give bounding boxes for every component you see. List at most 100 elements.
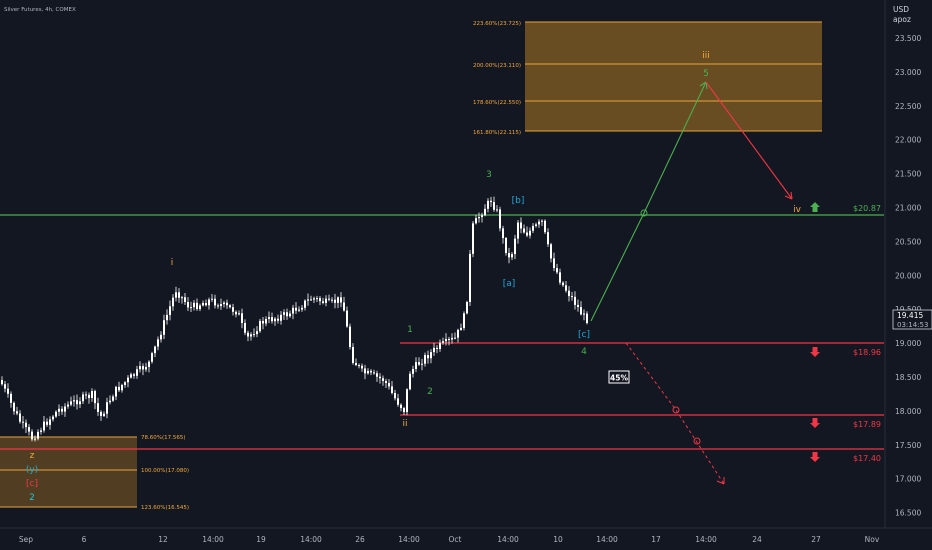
candle-body (412, 368, 414, 374)
arrow-up-icon (810, 202, 820, 212)
price-axis[interactable]: USD apoz 23.50023.00022.50022.00021.5002… (884, 0, 932, 528)
bullish-projection-path (590, 81, 707, 322)
candle-body (382, 378, 384, 382)
candle-body (364, 368, 366, 374)
wave-label-2-cyan: 2 (29, 493, 35, 503)
time-tick-labels: Sep 6 12 14:00 19 14:00 26 14:00 Oct 14:00 10 14:00… (19, 535, 880, 544)
candle-body (499, 209, 501, 229)
level-label-18.96: $18.96 (853, 348, 881, 357)
last-price-value: 19.415 (897, 311, 923, 320)
wave-label-c: [c] (578, 330, 590, 340)
candle-body (193, 302, 195, 308)
candle-body (232, 307, 234, 312)
candle-body (235, 311, 237, 315)
wave-label-i: i (171, 258, 174, 268)
candle-body (298, 309, 300, 311)
fib-upper-label-3: 161.80%(22.115) (473, 130, 521, 136)
candle-body (397, 398, 399, 405)
candle-body (76, 400, 78, 405)
candle-body (268, 317, 270, 319)
candle-body (289, 313, 291, 317)
candle-body (316, 298, 318, 300)
candle-body (31, 431, 33, 440)
candle-body (346, 310, 348, 327)
candle-body (385, 381, 387, 384)
fib-upper-zone (525, 22, 822, 131)
price-tick-0: 23.500 (895, 34, 921, 43)
candle-body (340, 297, 342, 303)
candle-body (550, 244, 552, 259)
candle-body (406, 389, 408, 413)
candle-body (544, 220, 546, 233)
candle-body (334, 299, 336, 303)
candle-body (241, 313, 243, 324)
candle-body (367, 370, 369, 374)
candle-body (19, 413, 21, 422)
candle-body (325, 298, 327, 303)
candle-body (157, 339, 159, 347)
candle-body (91, 391, 93, 398)
price-tick-11: 18.000 (895, 407, 921, 416)
candle-body (439, 342, 441, 349)
last-price-badge (892, 309, 932, 330)
time-axis[interactable]: Sep 6 12 14:00 19 14:00 26 14:00 Oct 14:00 10 14:00… (0, 527, 932, 544)
candle-body (295, 307, 297, 311)
candle-body (463, 313, 465, 328)
candle-body (262, 320, 264, 324)
candle-body (508, 253, 510, 258)
candle-body (532, 225, 534, 231)
candle-body (490, 200, 492, 203)
candle-body (304, 300, 306, 308)
candle-body (301, 307, 303, 310)
candle-body (415, 362, 417, 369)
candle-body (448, 339, 450, 341)
candle-body (352, 347, 354, 363)
candle-body (319, 298, 321, 302)
candle-body (547, 232, 549, 245)
candle-body (451, 337, 453, 340)
candle-body (583, 313, 585, 315)
candle-body (226, 302, 228, 306)
candle-body (73, 400, 75, 402)
candle-body (355, 362, 357, 366)
level-label-20.87: $20.87 (853, 204, 881, 213)
bullish-arrowhead-icon (699, 81, 708, 90)
candle-body (523, 228, 525, 233)
candle-body (43, 421, 45, 431)
candle-body (424, 355, 426, 364)
candle-body (46, 421, 48, 425)
candle-body (28, 427, 30, 432)
candle-body (211, 298, 213, 300)
candle-body (190, 307, 192, 309)
candle-body (34, 438, 36, 440)
candle-body (109, 400, 111, 403)
candle-body (292, 307, 294, 314)
wave-label-ii: ii (402, 419, 407, 429)
candle-body (445, 339, 447, 342)
time-tick-0: Sep (19, 535, 33, 544)
candle-body (220, 304, 222, 307)
fib-upper-label-1: 200.00%(23.110) (473, 63, 521, 69)
arrow-down-icon (810, 418, 820, 428)
candle-body (112, 396, 114, 401)
level-label-17.89: $17.89 (853, 420, 881, 429)
candle-body (580, 306, 582, 315)
fib-lower-label-0: 78.60%(17.565) (141, 435, 186, 441)
price-tick-6: 20.500 (895, 237, 921, 246)
candle-body (529, 230, 531, 236)
candle-body (121, 384, 123, 391)
candle-body (496, 209, 498, 211)
candle-body (70, 401, 72, 405)
candle-body (427, 355, 429, 359)
alt-arrowhead-icon (716, 477, 725, 485)
price-tick-12: 17.500 (895, 441, 921, 450)
candle-body (217, 305, 219, 307)
candle-body (478, 217, 480, 219)
candle-body (322, 301, 324, 303)
candle-body (505, 237, 507, 254)
price-tick-9: 19.000 (895, 339, 921, 348)
time-tick-7: 14:00 (398, 535, 420, 544)
candle-body (148, 361, 150, 367)
